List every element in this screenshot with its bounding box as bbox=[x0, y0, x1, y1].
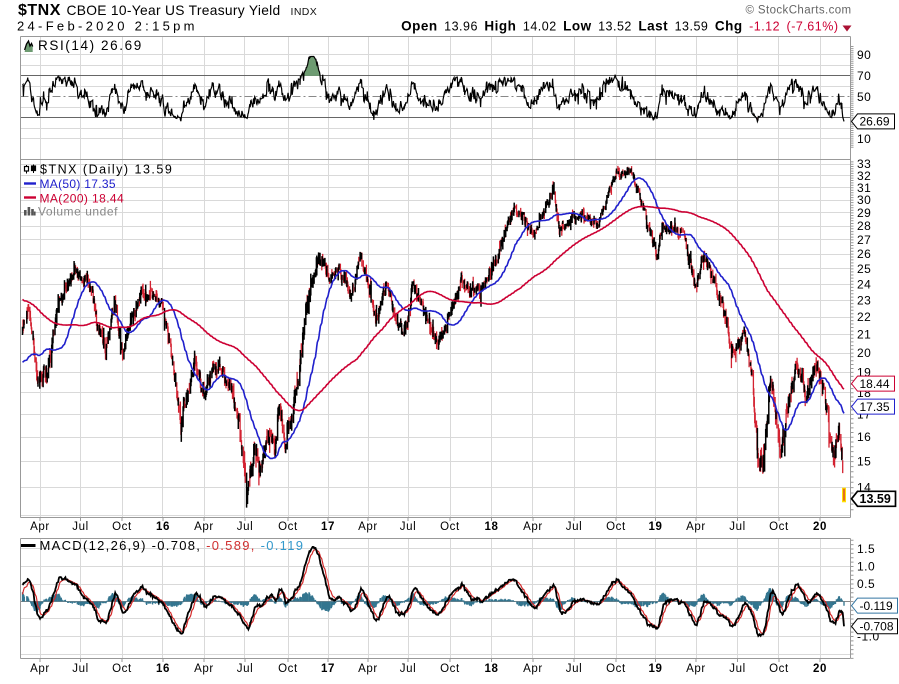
svg-text:Apr: Apr bbox=[523, 521, 543, 533]
svg-text:Volume undef: Volume undef bbox=[38, 205, 118, 219]
svg-text:Jul: Jul bbox=[400, 521, 417, 533]
svg-text:0.5: 0.5 bbox=[857, 577, 875, 591]
svg-text:13.59: 13.59 bbox=[860, 492, 891, 506]
svg-text:Jul: Jul bbox=[72, 663, 89, 675]
svg-text:23: 23 bbox=[857, 293, 871, 307]
svg-text:17: 17 bbox=[321, 663, 335, 675]
svg-text:Jul: Jul bbox=[729, 521, 746, 533]
svg-text:Jul: Jul bbox=[72, 521, 89, 533]
svg-text:Apr: Apr bbox=[358, 663, 378, 675]
svg-text:16: 16 bbox=[857, 430, 871, 444]
svg-text:-0.119: -0.119 bbox=[860, 599, 893, 613]
svg-text:1.5: 1.5 bbox=[857, 542, 875, 556]
svg-text:MACD(12,26,9) -0.708, -0.589,: MACD(12,26,9) -0.708, -0.589, -0.119 bbox=[40, 538, 305, 553]
svg-text:27: 27 bbox=[857, 233, 871, 247]
svg-text:24: 24 bbox=[857, 277, 871, 291]
svg-text:20: 20 bbox=[857, 346, 871, 360]
svg-text:Oct: Oct bbox=[440, 663, 460, 675]
svg-text:Oct: Oct bbox=[440, 521, 460, 533]
svg-text:Oct: Oct bbox=[606, 663, 626, 675]
svg-text:90: 90 bbox=[857, 48, 871, 62]
svg-text:-0.708: -0.708 bbox=[860, 619, 894, 633]
svg-text:18.44: 18.44 bbox=[860, 377, 890, 391]
svg-text:MA(50) 17.35: MA(50) 17.35 bbox=[40, 177, 116, 191]
svg-text:Oct: Oct bbox=[769, 663, 789, 675]
svg-text:Jul: Jul bbox=[566, 663, 583, 675]
svg-text:19: 19 bbox=[649, 521, 663, 533]
svg-text:Apr: Apr bbox=[358, 521, 378, 533]
svg-text:Jul: Jul bbox=[400, 663, 417, 675]
svg-text:Apr: Apr bbox=[686, 521, 706, 533]
svg-text:24-Feb-2020 2:15pm: 24-Feb-2020 2:15pm bbox=[17, 19, 198, 34]
svg-text:Apr: Apr bbox=[30, 521, 50, 533]
svg-text:INDX: INDX bbox=[291, 6, 318, 18]
svg-text:Jul: Jul bbox=[566, 521, 583, 533]
svg-text:Open 13.96 High 14.02 Low 13: Open 13.96 High 14.02 Low 13.52 Last 13.… bbox=[401, 19, 838, 34]
svg-text:16: 16 bbox=[156, 521, 170, 533]
svg-text:30: 30 bbox=[857, 193, 871, 207]
svg-text:18: 18 bbox=[485, 521, 499, 533]
svg-text:Oct: Oct bbox=[769, 521, 789, 533]
svg-text:1.0: 1.0 bbox=[857, 560, 875, 574]
svg-text:$TNX (Daily) 13.59: $TNX (Daily) 13.59 bbox=[40, 163, 173, 177]
svg-text:Apr: Apr bbox=[194, 663, 214, 675]
svg-text:$TNX: $TNX bbox=[18, 2, 61, 19]
svg-text:22: 22 bbox=[857, 310, 871, 324]
svg-text:17.35: 17.35 bbox=[860, 400, 890, 414]
svg-text:Oct: Oct bbox=[278, 521, 298, 533]
svg-text:18: 18 bbox=[485, 663, 499, 675]
svg-text:10: 10 bbox=[857, 132, 871, 146]
svg-text:© StockCharts.com: © StockCharts.com bbox=[745, 5, 851, 17]
svg-text:21: 21 bbox=[857, 328, 871, 342]
svg-text:Oct: Oct bbox=[112, 521, 132, 533]
svg-text:50: 50 bbox=[857, 90, 871, 104]
svg-text:MA(200) 18.44: MA(200) 18.44 bbox=[40, 192, 125, 206]
svg-text:20: 20 bbox=[813, 663, 827, 675]
svg-text:Oct: Oct bbox=[112, 663, 132, 675]
svg-text:Jul: Jul bbox=[237, 663, 254, 675]
svg-text:RSI(14) 26.69: RSI(14) 26.69 bbox=[38, 38, 143, 53]
svg-text:Apr: Apr bbox=[194, 521, 214, 533]
svg-text:26: 26 bbox=[857, 247, 871, 261]
svg-text:Apr: Apr bbox=[30, 663, 50, 675]
svg-text:29: 29 bbox=[857, 206, 871, 220]
svg-text:19: 19 bbox=[649, 663, 663, 675]
svg-text:Apr: Apr bbox=[686, 663, 706, 675]
svg-text:26.69: 26.69 bbox=[860, 115, 890, 129]
svg-text:15: 15 bbox=[857, 455, 871, 469]
svg-text:CBOE 10-Year US Treasury Yield: CBOE 10-Year US Treasury Yield bbox=[67, 3, 281, 18]
svg-text:Jul: Jul bbox=[729, 663, 746, 675]
svg-text:33: 33 bbox=[857, 157, 871, 171]
svg-text:20: 20 bbox=[813, 521, 827, 533]
svg-text:17: 17 bbox=[321, 521, 335, 533]
svg-text:31: 31 bbox=[857, 181, 871, 195]
svg-text:Oct: Oct bbox=[278, 663, 298, 675]
svg-text:Oct: Oct bbox=[606, 521, 626, 533]
svg-text:70: 70 bbox=[857, 69, 871, 83]
svg-text:16: 16 bbox=[156, 663, 170, 675]
svg-text:28: 28 bbox=[857, 219, 871, 233]
svg-text:Jul: Jul bbox=[237, 521, 254, 533]
svg-text:Apr: Apr bbox=[523, 663, 543, 675]
svg-text:25: 25 bbox=[857, 262, 871, 276]
